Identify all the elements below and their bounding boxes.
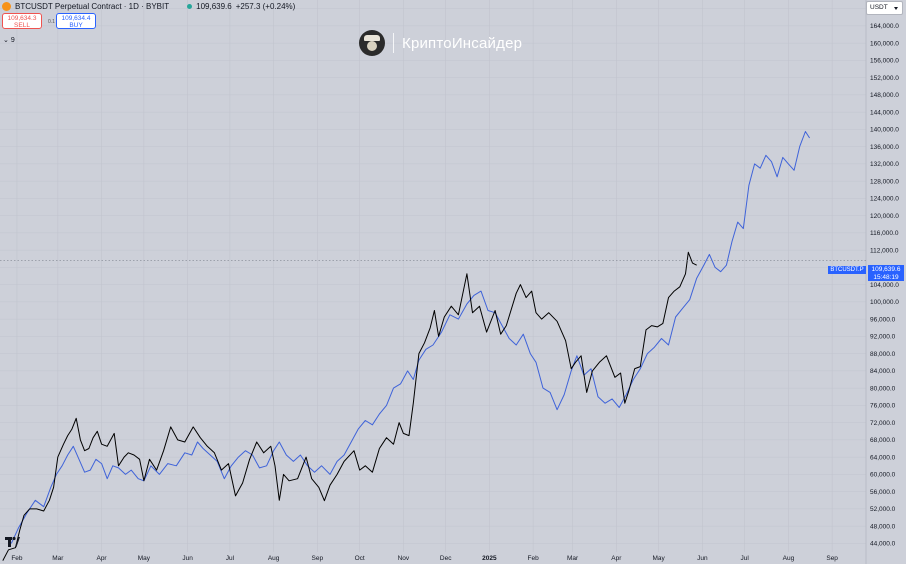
- time-tick-label: Feb: [528, 555, 540, 562]
- time-tick-label: May: [138, 555, 151, 562]
- time-tick-label: Sep: [826, 555, 838, 562]
- sell-price: 109,634.3: [7, 15, 37, 22]
- price-tag-value: 109,639.6: [871, 266, 901, 273]
- watermark: КриптоИнсайдер: [359, 30, 522, 56]
- time-tick-label: Oct: [355, 555, 365, 562]
- time-tick-label: Jul: [226, 555, 235, 562]
- price-tick-label: 92,000.0: [870, 334, 896, 341]
- price-tick-label: 112,000.0: [870, 247, 899, 254]
- price-tick-label: 160,000.0: [870, 40, 899, 47]
- price-tick-label: 76,000.0: [870, 403, 896, 410]
- time-tick-label: Jun: [182, 555, 193, 562]
- time-tick-label: Jun: [697, 555, 708, 562]
- time-tick-label: Mar: [52, 555, 64, 562]
- price-axis[interactable]: 168,000.0164,000.0160,000.0156,000.0152,…: [865, 0, 906, 564]
- time-tick-label: Feb: [11, 555, 23, 562]
- time-tick-label: Sep: [312, 555, 324, 562]
- price-tag-countdown: 15:48:19: [873, 273, 899, 281]
- price-tick-label: 140,000.0: [870, 127, 899, 134]
- price-tick-label: 60,000.0: [870, 472, 896, 479]
- price-tick-label: 136,000.0: [870, 144, 899, 151]
- price-tick-label: 96,000.0: [870, 316, 896, 323]
- last-price-tag: 109,639.6 15:48:19: [868, 265, 904, 281]
- chart-grid: [0, 0, 866, 552]
- price-tick-label: 80,000.0: [870, 385, 896, 392]
- live-dot-icon: [187, 4, 193, 9]
- price-tick-label: 120,000.0: [870, 213, 899, 220]
- price-tick-label: 132,000.0: [870, 161, 899, 168]
- price-tick-label: 100,000.0: [870, 299, 899, 306]
- watermark-divider: [393, 33, 394, 53]
- indicators-toggle[interactable]: ⌄ 9: [3, 36, 15, 44]
- sell-label: SELL: [14, 22, 30, 29]
- time-tick-label: Nov: [398, 555, 410, 562]
- currency-select[interactable]: USDT: [866, 1, 903, 15]
- price-tick-label: 148,000.0: [870, 92, 899, 99]
- price-tick-label: 156,000.0: [870, 58, 899, 65]
- series-line-1: [10, 131, 811, 544]
- buy-label: BUY: [69, 22, 83, 29]
- time-tick-label: May: [653, 555, 666, 562]
- tradingview-logo-icon[interactable]: [4, 534, 20, 550]
- time-tick-label: Dec: [440, 555, 452, 562]
- price-tick-label: 152,000.0: [870, 75, 899, 82]
- buy-price: 109,634.4: [61, 15, 91, 22]
- price-tick-label: 64,000.0: [870, 454, 896, 461]
- time-tick-label: Apr: [611, 555, 622, 562]
- price-tick-label: 68,000.0: [870, 437, 896, 444]
- price-tick-label: 128,000.0: [870, 178, 899, 185]
- price-tick-label: 88,000.0: [870, 351, 896, 358]
- price-tick-label: 116,000.0: [870, 230, 899, 237]
- price-tick-label: 164,000.0: [870, 23, 899, 30]
- symbol-price-tag: BTCUSDT.P: [828, 266, 866, 274]
- price-tick-label: 52,000.0: [870, 506, 896, 513]
- time-tick-label: Jul: [741, 555, 750, 562]
- price-tick-label: 144,000.0: [870, 109, 899, 116]
- time-tick-label: Aug: [783, 555, 795, 562]
- sell-button[interactable]: 109,634.3 SELL: [2, 13, 42, 29]
- last-price: 109,639.6: [196, 2, 232, 11]
- spread-value: 0.1: [48, 19, 55, 25]
- indicator-count: 9: [10, 37, 15, 44]
- price-tick-label: 44,000.0: [870, 541, 896, 548]
- time-tick-label: Aug: [268, 555, 280, 562]
- price-change: +257.3 (+0.24%): [235, 2, 296, 11]
- price-axis-bg: [866, 0, 906, 564]
- symbol-title[interactable]: BTCUSDT Perpetual Contract · 1D · BYBIT: [15, 2, 170, 11]
- price-tick-label: 104,000.0: [870, 282, 899, 289]
- buy-button[interactable]: 109,634.4 BUY: [56, 13, 96, 29]
- time-tick-label: Apr: [96, 555, 107, 562]
- price-tick-label: 48,000.0: [870, 523, 896, 530]
- bitcoin-icon: [2, 2, 11, 11]
- time-tick-label: 2025: [482, 555, 497, 562]
- chevron-down-icon: ⌄: [3, 37, 9, 44]
- time-tick-label: Mar: [567, 555, 579, 562]
- channel-logo-icon: [359, 30, 385, 56]
- price-tick-label: 56,000.0: [870, 489, 896, 496]
- price-tick-label: 124,000.0: [870, 196, 899, 203]
- watermark-text: КриптоИнсайдер: [402, 34, 523, 52]
- chart-series: [2, 131, 811, 561]
- price-tick-label: 84,000.0: [870, 368, 896, 375]
- trade-buttons: 109,634.3 SELL 0.1 109,634.4 BUY: [2, 13, 96, 29]
- time-axis[interactable]: Feb Mar Apr May Jun Jul Aug Sep Oct Nov Dec 2025 Feb…: [11, 555, 838, 562]
- price-tick-label: 72,000.0: [870, 420, 896, 427]
- chart-header: BTCUSDT Perpetual Contract · 1D · BYBIT …: [2, 2, 295, 11]
- series-line-0: [2, 251, 697, 561]
